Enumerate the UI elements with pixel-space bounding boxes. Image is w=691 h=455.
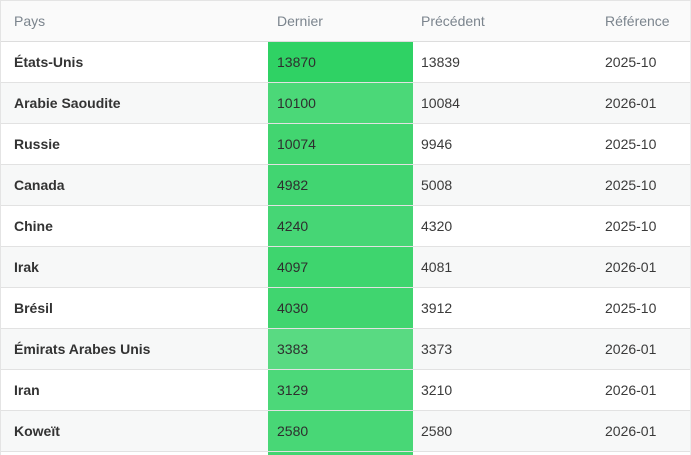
precedent-value: 5008 (421, 177, 453, 193)
dernier-value: 13870 (268, 42, 413, 82)
dernier-value: 2580 (268, 411, 413, 451)
reference-value: 2025-10 (605, 300, 657, 316)
precedent-value: 2580 (421, 423, 453, 439)
precedent-value: 3373 (421, 341, 453, 357)
dernier-value: 3129 (268, 370, 413, 410)
country-link[interactable]: Émirats Arabes Unis (14, 341, 151, 357)
country-link[interactable]: Irak (14, 259, 39, 275)
reference-value: 2026-01 (605, 95, 657, 111)
precedent-value: 13839 (421, 54, 460, 70)
table-row-partial (1, 452, 690, 455)
column-header-pays: Pays (14, 13, 46, 29)
table-row[interactable]: Émirats Arabes Unis 3383 3373 2026-01 (1, 329, 690, 370)
reference-value: 2025-10 (605, 54, 657, 70)
table-row[interactable]: Brésil 4030 3912 2025-10 (1, 288, 690, 329)
table-row[interactable]: Chine 4240 4320 2025-10 (1, 206, 690, 247)
reference-value: 2026-01 (605, 341, 657, 357)
country-link[interactable]: Brésil (14, 300, 53, 316)
table-row[interactable]: Russie 10074 9946 2025-10 (1, 124, 690, 165)
dernier-value: 4240 (268, 206, 413, 246)
table-row[interactable]: Arabie Saoudite 10100 10084 2026-01 (1, 83, 690, 124)
dernier-value: 10074 (268, 124, 413, 164)
table-row[interactable]: Canada 4982 5008 2025-10 (1, 165, 690, 206)
dernier-value: 3383 (268, 329, 413, 369)
table-header-row: Pays Dernier Précédent Référence (1, 1, 690, 42)
precedent-value: 3210 (421, 382, 453, 398)
reference-value: 2025-10 (605, 177, 657, 193)
country-link[interactable]: Russie (14, 136, 60, 152)
dernier-value: 4982 (268, 165, 413, 205)
reference-value: 2026-01 (605, 382, 657, 398)
reference-value: 2025-10 (605, 136, 657, 152)
precedent-value: 10084 (421, 95, 460, 111)
table-row[interactable]: Iran 3129 3210 2026-01 (1, 370, 690, 411)
country-link[interactable]: Canada (14, 177, 65, 193)
column-header-reference: Référence (605, 13, 670, 29)
dernier-value: 4097 (268, 247, 413, 287)
reference-value: 2025-10 (605, 218, 657, 234)
country-link[interactable]: Arabie Saoudite (14, 95, 121, 111)
precedent-value: 9946 (421, 136, 453, 152)
column-header-precedent: Précédent (421, 13, 485, 29)
reference-value: 2026-01 (605, 423, 657, 439)
country-link[interactable]: Iran (14, 382, 40, 398)
precedent-value: 4081 (421, 259, 453, 275)
precedent-value: 3912 (421, 300, 453, 316)
partial-dernier-cell (268, 452, 413, 455)
table-row[interactable]: États-Unis 13870 13839 2025-10 (1, 42, 690, 83)
dernier-value: 4030 (268, 288, 413, 328)
precedent-value: 4320 (421, 218, 453, 234)
table-row[interactable]: Koweït 2580 2580 2026-01 (1, 411, 690, 452)
column-header-dernier: Dernier (277, 13, 323, 29)
dernier-value: 10100 (268, 83, 413, 123)
table-row[interactable]: Irak 4097 4081 2026-01 (1, 247, 690, 288)
country-link[interactable]: Koweït (14, 423, 60, 439)
country-link[interactable]: Chine (14, 218, 53, 234)
country-link[interactable]: États-Unis (14, 54, 84, 70)
reference-value: 2026-01 (605, 259, 657, 275)
